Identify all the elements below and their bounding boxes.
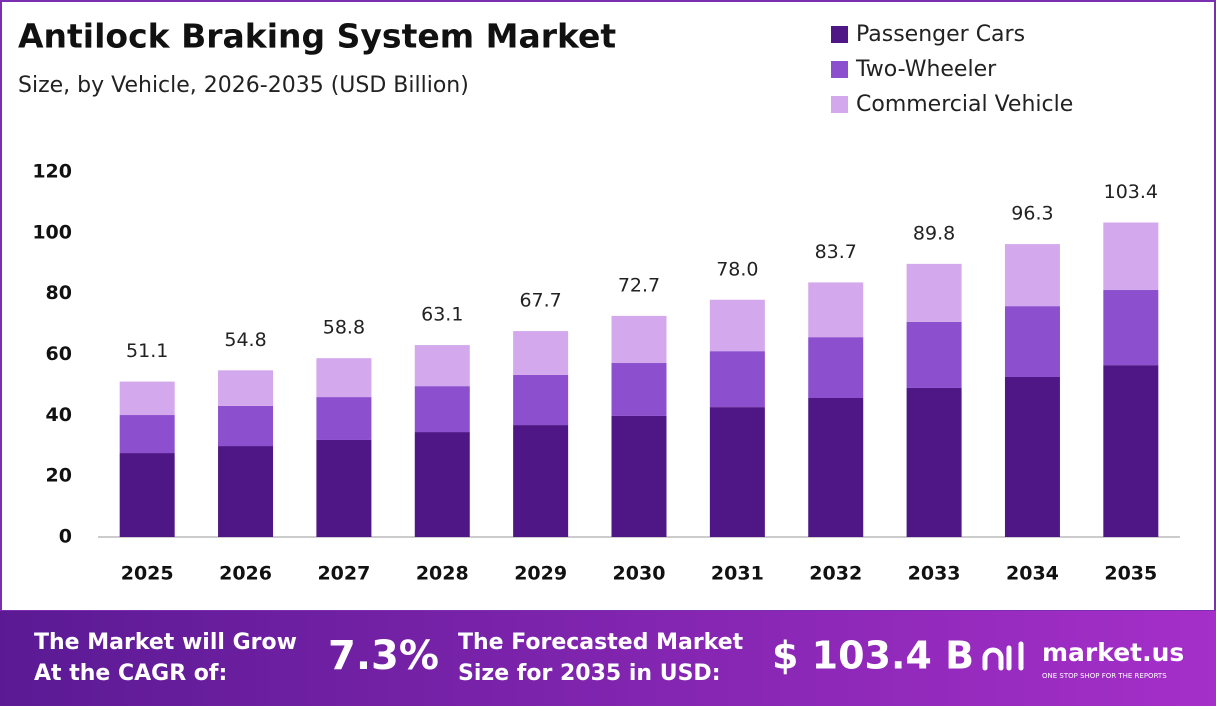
legend-label: Two-Wheeler: [855, 57, 997, 82]
total-label: 83.7: [815, 241, 857, 263]
x-tick-label: 2035: [1104, 563, 1157, 585]
bar-segment: [808, 337, 864, 398]
bar-segment: [808, 282, 864, 338]
x-tick-label: 2030: [613, 563, 666, 585]
brand-name: market.us: [1042, 638, 1184, 667]
bar-segment: [709, 351, 765, 408]
x-tick-label: 2034: [1006, 563, 1059, 585]
x-tick-label: 2028: [416, 563, 469, 585]
legend-swatch: [831, 96, 848, 113]
forecast-text: The Forecasted Market: [458, 630, 744, 655]
x-tick-label: 2029: [514, 563, 567, 585]
bar-segment: [611, 363, 667, 416]
cagr-value: 7.3%: [328, 633, 439, 679]
total-label: 89.8: [913, 222, 955, 244]
bar-segment: [709, 407, 765, 537]
total-label: 58.8: [323, 317, 365, 339]
footer-band: [0, 611, 1216, 706]
y-tick-label: 80: [46, 282, 72, 304]
total-label: 51.1: [126, 340, 168, 362]
bar-segment: [1004, 244, 1060, 307]
forecast-text: Size for 2035 in USD:: [458, 661, 721, 686]
y-tick-label: 100: [32, 221, 72, 243]
bar-segment: [414, 432, 470, 537]
x-tick-label: 2033: [908, 563, 961, 585]
y-tick-label: 0: [59, 526, 72, 548]
bar-segment: [709, 299, 765, 352]
bar-segment: [1103, 365, 1159, 537]
bar-segment: [414, 345, 470, 387]
bar-segment: [218, 446, 274, 537]
total-label: 63.1: [421, 304, 463, 326]
brand-tagline: ONE STOP SHOP FOR THE REPORTS: [1042, 672, 1167, 680]
bar-segment: [906, 387, 962, 537]
bar-segment: [119, 381, 175, 416]
cagr-text: The Market will Grow: [34, 630, 297, 655]
bar-segment: [119, 453, 175, 537]
chart-subtitle: Size, by Vehicle, 2026-2035 (USD Billion…: [18, 73, 469, 98]
legend-swatch: [831, 61, 848, 78]
x-tick-label: 2031: [711, 563, 764, 585]
bar-segment: [119, 415, 175, 454]
legend-swatch: [831, 26, 848, 43]
bar-segment: [611, 315, 667, 364]
bar-segment: [316, 439, 372, 537]
y-tick-label: 40: [46, 404, 72, 426]
forecast-value: $ 103.4 B: [772, 634, 974, 678]
total-label: 96.3: [1011, 203, 1053, 225]
legend-label: Passenger Cars: [856, 22, 1025, 47]
bar-segment: [414, 386, 470, 433]
bar-segment: [513, 331, 569, 375]
total-label: 54.8: [224, 329, 266, 351]
y-tick-label: 120: [32, 161, 72, 183]
x-tick-label: 2025: [121, 563, 174, 585]
bar-segment: [218, 405, 274, 447]
x-tick-label: 2032: [809, 563, 862, 585]
total-label: 72.7: [618, 274, 660, 296]
bar-segment: [316, 358, 372, 398]
bar-segment: [611, 415, 667, 537]
total-label: 67.7: [519, 290, 561, 312]
bar-segment: [1004, 306, 1060, 378]
bar-segment: [1103, 222, 1159, 291]
bar-segment: [513, 374, 569, 426]
bar-segment: [808, 397, 864, 537]
bar-segment: [1103, 290, 1159, 366]
x-tick-label: 2026: [219, 563, 272, 585]
bar-segment: [316, 397, 372, 440]
bar-segment: [218, 370, 274, 406]
total-label: 103.4: [1104, 181, 1158, 203]
bar-segment: [906, 321, 962, 388]
y-tick-label: 60: [46, 343, 72, 365]
x-tick-label: 2027: [317, 563, 370, 585]
y-tick-label: 20: [46, 465, 72, 487]
total-label: 78.0: [716, 258, 758, 280]
bar-segment: [513, 425, 569, 537]
bar-segment: [906, 263, 962, 322]
legend-label: Commercial Vehicle: [856, 92, 1073, 117]
brand-logo: [982, 641, 1024, 671]
cagr-text: At the CAGR of:: [34, 661, 227, 686]
bar-segment: [1004, 377, 1060, 537]
chart-title: Antilock Braking System Market: [18, 17, 616, 56]
